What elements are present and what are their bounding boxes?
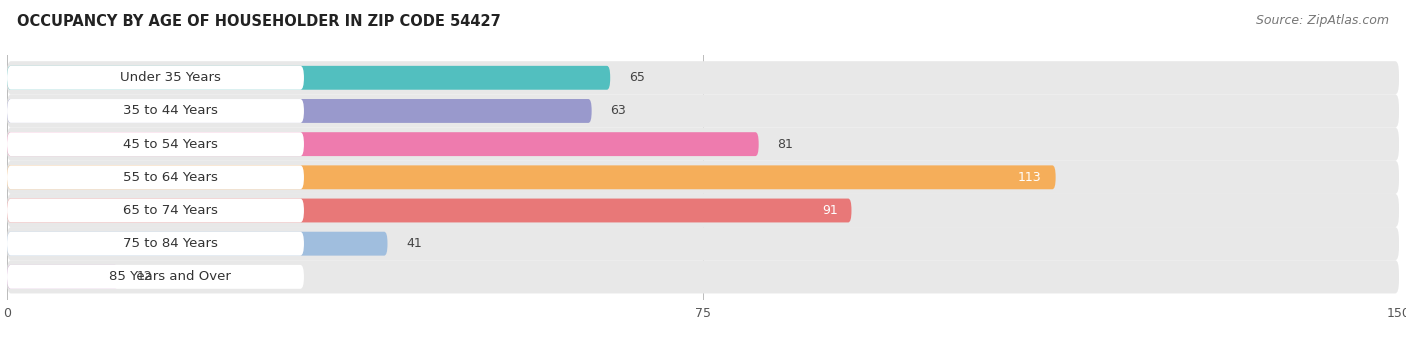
Text: Under 35 Years: Under 35 Years: [120, 71, 221, 84]
Text: 113: 113: [1018, 171, 1042, 184]
FancyBboxPatch shape: [7, 198, 852, 222]
FancyBboxPatch shape: [7, 260, 1399, 294]
FancyBboxPatch shape: [7, 227, 1399, 260]
FancyBboxPatch shape: [7, 99, 304, 123]
FancyBboxPatch shape: [7, 61, 1399, 94]
Text: OCCUPANCY BY AGE OF HOUSEHOLDER IN ZIP CODE 54427: OCCUPANCY BY AGE OF HOUSEHOLDER IN ZIP C…: [17, 14, 501, 29]
FancyBboxPatch shape: [7, 165, 1056, 189]
Text: 65 to 74 Years: 65 to 74 Years: [122, 204, 218, 217]
FancyBboxPatch shape: [7, 132, 304, 156]
FancyBboxPatch shape: [7, 165, 304, 189]
Text: 75 to 84 Years: 75 to 84 Years: [122, 237, 218, 250]
Text: 65: 65: [628, 71, 644, 84]
Text: 81: 81: [778, 138, 793, 151]
Text: Source: ZipAtlas.com: Source: ZipAtlas.com: [1256, 14, 1389, 27]
Text: 45 to 54 Years: 45 to 54 Years: [122, 138, 218, 151]
FancyBboxPatch shape: [7, 94, 1399, 128]
Text: 63: 63: [610, 104, 626, 117]
Text: 41: 41: [406, 237, 422, 250]
FancyBboxPatch shape: [7, 232, 388, 256]
FancyBboxPatch shape: [7, 265, 118, 289]
FancyBboxPatch shape: [7, 194, 1399, 227]
FancyBboxPatch shape: [7, 128, 1399, 161]
Text: 12: 12: [136, 270, 153, 283]
FancyBboxPatch shape: [7, 265, 304, 289]
FancyBboxPatch shape: [7, 66, 610, 90]
FancyBboxPatch shape: [7, 232, 304, 256]
FancyBboxPatch shape: [7, 99, 592, 123]
Text: 55 to 64 Years: 55 to 64 Years: [122, 171, 218, 184]
Text: 85 Years and Over: 85 Years and Over: [110, 270, 232, 283]
Text: 35 to 44 Years: 35 to 44 Years: [122, 104, 218, 117]
FancyBboxPatch shape: [7, 161, 1399, 194]
FancyBboxPatch shape: [7, 132, 759, 156]
FancyBboxPatch shape: [7, 198, 304, 222]
Text: 91: 91: [821, 204, 838, 217]
FancyBboxPatch shape: [7, 66, 304, 90]
